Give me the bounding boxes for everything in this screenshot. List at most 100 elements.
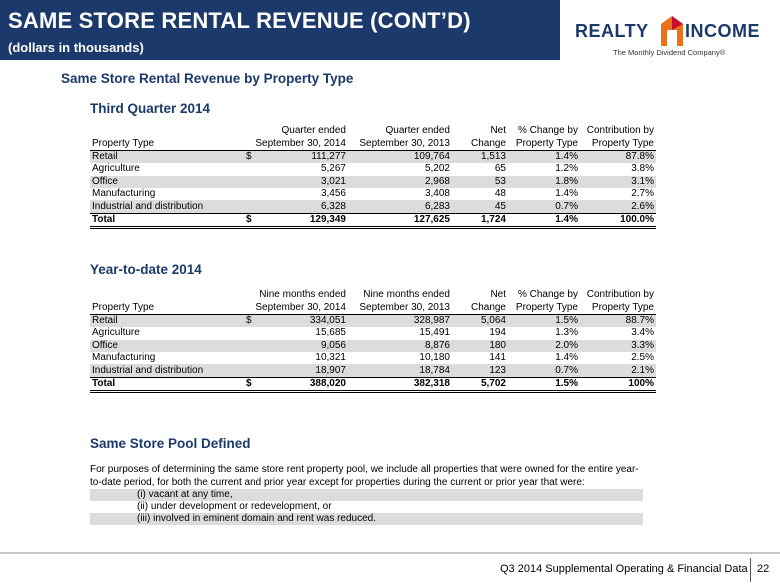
cell-current-value: 15,685: [315, 327, 346, 339]
col-current-l1: Nine months ended: [259, 289, 346, 301]
cell-contribution: 3.3%: [580, 339, 656, 352]
cell-prior: 382,318: [348, 376, 452, 394]
cell-current: $111,277: [244, 150, 348, 164]
q3-heading: Third Quarter 2014: [90, 101, 211, 116]
cell-contribution: 3.4%: [631, 327, 654, 339]
table-row: Office 9,056 8,876 180 2.0% 3.3%: [90, 339, 656, 352]
cell-pct: 1.4%: [555, 188, 578, 200]
cell-current-value: 334,051: [309, 314, 346, 326]
pool-description: For purposes of determining the same sto…: [90, 464, 639, 488]
total-row: Total $388,020 382,318 5,702 1.5% 100%: [90, 376, 656, 394]
footer-text: Q3 2014 Supplemental Operating & Financi…: [500, 563, 748, 575]
col-prior-l1: Quarter ended: [385, 125, 451, 137]
col-net-l2: Change: [452, 301, 508, 315]
ytd-table: Nine months ended Nine months ended Net …: [90, 289, 656, 394]
cell-current-value: 111,277: [311, 150, 346, 162]
cell-current: 15,685: [244, 327, 348, 339]
dollar-sign: $: [246, 314, 252, 326]
col-current-l1: Quarter ended: [281, 125, 347, 137]
cell-prior: 127,625: [348, 212, 452, 230]
cell-prior: 15,491: [419, 327, 450, 339]
dollar-sign: $: [246, 377, 252, 389]
page-number: 22: [757, 563, 770, 575]
section-title: Same Store Rental Revenue by Property Ty…: [61, 71, 354, 86]
table-row: Retail $334,051 328,987 5,064 1.5% 88.7%: [90, 314, 656, 328]
cell-pct: 1.4%: [508, 150, 580, 164]
cell-pct: 0.7%: [508, 200, 580, 214]
col-pct-l1: % Change by: [517, 125, 578, 137]
cell-net: 5,064: [452, 314, 508, 328]
dollar-sign: $: [246, 213, 252, 225]
col-net-l1: Net: [490, 289, 506, 301]
cell-pct: 1.3%: [555, 327, 578, 339]
cell-net: 65: [494, 163, 506, 175]
cell-current-value: 10,321: [315, 352, 346, 364]
cell-pct: 1.4%: [508, 212, 580, 230]
cell-prior: 18,784: [348, 364, 452, 378]
cell-current: 9,056: [244, 339, 348, 352]
table-row: Industrial and distribution 6,328 6,283 …: [90, 200, 656, 214]
col-current-l2: September 30, 2014: [244, 301, 348, 315]
cell-prior: 6,283: [348, 200, 452, 214]
cell-type: Agriculture: [92, 163, 140, 175]
cell-net: 123: [452, 364, 508, 378]
col-contribution-l2: Property Type: [580, 137, 656, 151]
cell-current: $334,051: [244, 314, 348, 328]
cell-contribution: 88.7%: [580, 314, 656, 328]
table-row: Agriculture 5,267 5,202 65 1.2% 3.8%: [90, 163, 656, 175]
cell-current: $129,349: [244, 212, 348, 230]
cell-current: 3,021: [244, 175, 348, 188]
company-logo: REALTY INCOME The Monthly Dividend Compa…: [575, 14, 765, 60]
cell-type: Office: [90, 175, 244, 188]
table-row: Retail $111,277 109,764 1,513 1.4% 87.8%: [90, 150, 656, 164]
q3-table: Quarter ended Quarter ended Net % Change…: [90, 125, 656, 230]
col-prior-l2: September 30, 2013: [348, 137, 452, 151]
cell-contribution: 2.6%: [580, 200, 656, 214]
logo-word-left: REALTY: [575, 21, 649, 41]
cell-type: Retail: [90, 150, 244, 164]
col-prior-l1: Nine months ended: [363, 289, 450, 301]
cell-net: 194: [489, 327, 506, 339]
cell-prior: 10,180: [419, 352, 450, 364]
cell-pct: 1.2%: [555, 163, 578, 175]
cell-net: 1,724: [452, 212, 508, 230]
pool-item: (i) vacant at any time,: [90, 489, 643, 501]
col-contribution-l2: Property Type: [580, 301, 656, 315]
cell-current-value: 3,021: [320, 175, 346, 187]
cell-net: 53: [452, 175, 508, 188]
cell-net: 48: [494, 188, 506, 200]
table-row: Manufacturing 3,456 3,408 48 1.4% 2.7%: [90, 188, 656, 200]
cell-current: 5,267: [244, 163, 348, 175]
col-pct-l2: Property Type: [508, 301, 580, 315]
cell-net: 180: [452, 339, 508, 352]
cell-net: 141: [489, 352, 506, 364]
cell-current-value: 3,456: [320, 188, 346, 200]
col-blank: [90, 125, 244, 137]
col-pct-l1: % Change by: [517, 289, 578, 301]
cell-type: Agriculture: [92, 327, 140, 339]
cell-net: 45: [452, 200, 508, 214]
table-row: Industrial and distribution 18,907 18,78…: [90, 364, 656, 378]
cell-contribution: 100%: [580, 376, 656, 394]
col-blank: [90, 289, 244, 301]
cell-net: 1,513: [452, 150, 508, 164]
cell-type: Manufacturing: [92, 188, 156, 200]
cell-current: 3,456: [244, 188, 348, 200]
table-row: Office 3,021 2,968 53 1.8% 3.1%: [90, 175, 656, 188]
cell-current-value: 129,349: [309, 213, 346, 225]
cell-type: Total: [90, 212, 244, 230]
total-row: Total $129,349 127,625 1,724 1.4% 100.0%: [90, 212, 656, 230]
cell-contribution: 3.1%: [580, 175, 656, 188]
cell-prior: 109,764: [348, 150, 452, 164]
col-property-type: Property Type: [90, 301, 244, 315]
cell-contribution: 2.1%: [580, 364, 656, 378]
footer-separator: [750, 558, 751, 582]
cell-prior: 328,987: [348, 314, 452, 328]
col-contribution-l1: Contribution by: [586, 125, 654, 137]
dollar-sign: $: [246, 150, 252, 162]
cell-current-value: 18,907: [315, 364, 346, 376]
logo-tagline: The Monthly Dividend Company®: [613, 48, 726, 57]
cell-current: $388,020: [244, 376, 348, 394]
cell-type: Total: [90, 376, 244, 394]
cell-contribution: 3.8%: [631, 163, 654, 175]
